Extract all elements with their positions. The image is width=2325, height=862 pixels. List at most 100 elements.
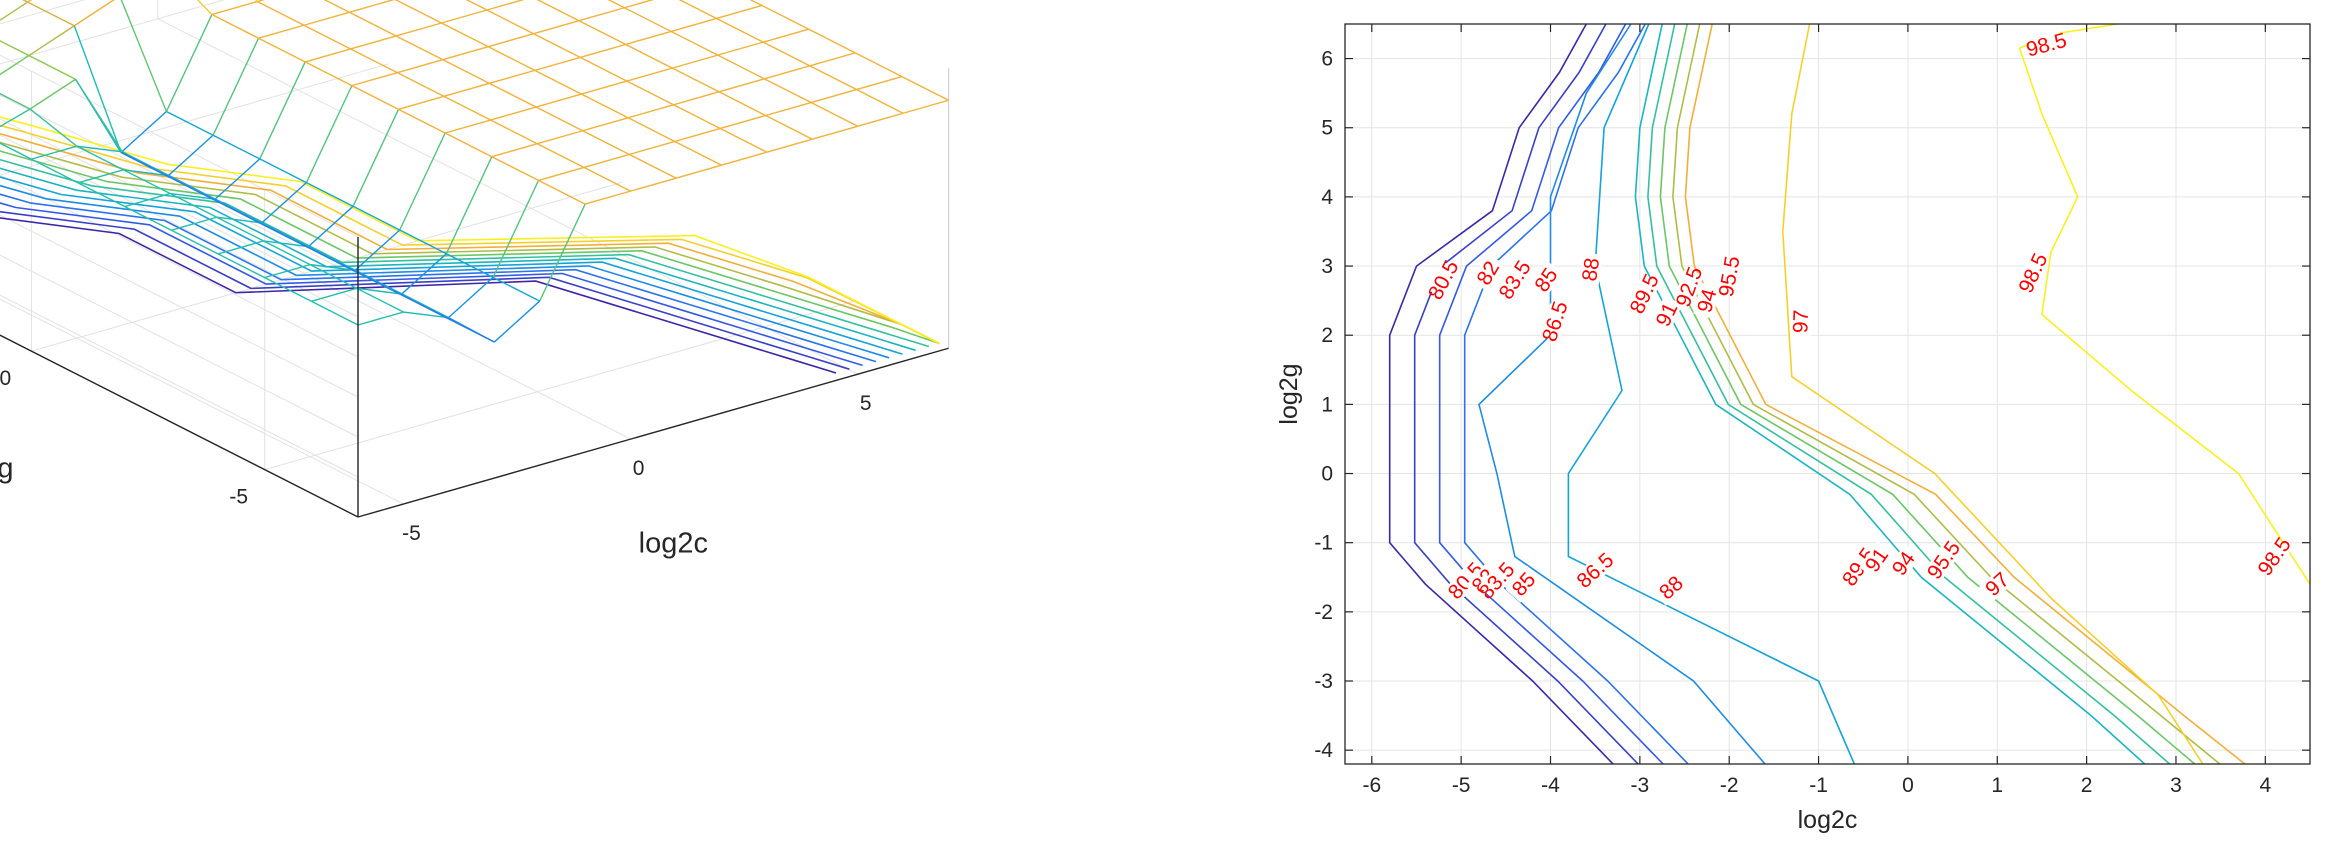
- mesh-line: [350, 35, 397, 50]
- mesh-line: [120, 151, 168, 177]
- z-gridline: [0, 214, 359, 398]
- mesh-line: [399, 132, 446, 231]
- mesh-line: [263, 240, 309, 248]
- mesh-line: [303, 11, 350, 26]
- contour-label-bg: [1886, 544, 1921, 583]
- mesh-line: [583, 166, 631, 192]
- contour-label: 97: [1789, 309, 1813, 333]
- mesh-line: [256, 0, 305, 26]
- mesh-line: [718, 91, 766, 117]
- mesh-line: [535, 106, 584, 132]
- mesh-line: [27, 1, 75, 27]
- contour-line: [1388, 23, 1614, 765]
- mesh-line: [352, 205, 401, 231]
- contour-line: [1684, 23, 2246, 765]
- mesh-line: [353, 229, 401, 272]
- mesh-line: [534, 56, 581, 72]
- mesh-line: [766, 138, 813, 153]
- mesh-line: [309, 264, 358, 289]
- mesh-line: [721, 151, 768, 166]
- contour-label-bg: [1650, 295, 1683, 334]
- mesh-line: [465, 0, 488, 11]
- contour-line: [1781, 23, 2204, 765]
- mesh-line: [259, 158, 307, 184]
- contour-line: [1647, 23, 2171, 765]
- mesh-line: [444, 132, 493, 158]
- x-tick-label: 0: [633, 457, 645, 480]
- y-gridline: [0, 63, 389, 176]
- mesh-line: [810, 88, 857, 104]
- plot-area: [1345, 24, 2310, 764]
- mesh-line: [401, 293, 450, 319]
- mesh-line: [487, 46, 536, 72]
- mesh-line: [624, 7, 672, 33]
- x-tick-label: 2: [2081, 774, 2093, 797]
- mesh-line: [399, 229, 447, 255]
- mesh-line: [490, 106, 537, 121]
- mesh-line: [22, 0, 28, 3]
- mesh-line: [307, 205, 354, 248]
- mesh-line: [674, 127, 721, 143]
- z-gridline: [0, 54, 359, 238]
- x-tick-label: 5: [860, 392, 872, 415]
- mesh-line: [398, 95, 445, 110]
- mesh-line: [489, 69, 535, 85]
- mesh-line: [28, 25, 75, 57]
- mesh-line: [216, 216, 264, 242]
- mesh-line: [0, 40, 30, 57]
- mesh-line: [670, 30, 719, 56]
- mesh-line: [533, 20, 580, 35]
- mesh-line: [491, 143, 538, 158]
- mesh-line: [765, 114, 813, 140]
- mesh-line: [673, 104, 721, 130]
- mesh-line: [120, 110, 167, 154]
- mesh-line: [171, 229, 219, 255]
- x-tick-label: -2: [1720, 774, 1739, 797]
- y-tick-label: 1: [1321, 393, 1333, 416]
- mesh-line: [443, 82, 490, 98]
- projected-contour-line: [0, 133, 940, 345]
- mesh-line: [31, 145, 77, 160]
- contour-label-bg: [1478, 562, 1516, 600]
- mesh-line: [812, 125, 858, 140]
- mesh-line: [671, 67, 720, 93]
- y-tick-label: -1: [1314, 532, 1333, 555]
- mesh-line: [579, 56, 628, 82]
- mesh-line: [307, 246, 355, 272]
- z-gridline: [0, 254, 359, 438]
- mesh-line: [73, 25, 122, 153]
- contour-label-bg: [1790, 305, 1812, 338]
- contour-label-bg: [1652, 569, 1690, 606]
- mesh-line: [357, 311, 404, 326]
- mesh-line: [581, 80, 628, 95]
- mesh-line: [29, 78, 76, 110]
- mesh-line: [263, 240, 311, 266]
- mesh-line: [441, 22, 489, 48]
- mesh-line: [856, 88, 904, 114]
- mesh-line: [675, 164, 722, 179]
- surface-plot: 30405060708090100-505-505Accuracy(%)log2…: [0, 0, 950, 560]
- contour-label-bg: [1674, 268, 1704, 306]
- y-tick-label: -5: [229, 486, 248, 509]
- projected-contour-line: [0, 202, 863, 367]
- mesh-line: [630, 177, 677, 192]
- x-tick-label: 3: [2170, 774, 2182, 797]
- mesh-line: [76, 145, 124, 171]
- contour-plot: 80.5 8283.58586.58889.59192.59495.59798.5…: [1275, 23, 2311, 834]
- mesh-line: [761, 4, 809, 30]
- x-tick-label: -5: [1452, 774, 1471, 797]
- mesh-line: [350, 48, 398, 74]
- mesh-line: [124, 192, 171, 208]
- mesh-line: [260, 222, 308, 248]
- z-gridline: [0, 174, 359, 358]
- mesh-line: [716, 17, 764, 43]
- mesh-line: [489, 82, 537, 108]
- mesh-line: [305, 85, 353, 183]
- mesh-line: [538, 179, 586, 205]
- mesh-line: [487, 33, 534, 48]
- contour-line: [1413, 23, 1639, 765]
- x-tick-label: -1: [1809, 774, 1828, 797]
- x-tick-label: 0: [1902, 774, 1914, 797]
- mesh-line: [678, 0, 717, 20]
- projected-contour-line: [0, 193, 877, 363]
